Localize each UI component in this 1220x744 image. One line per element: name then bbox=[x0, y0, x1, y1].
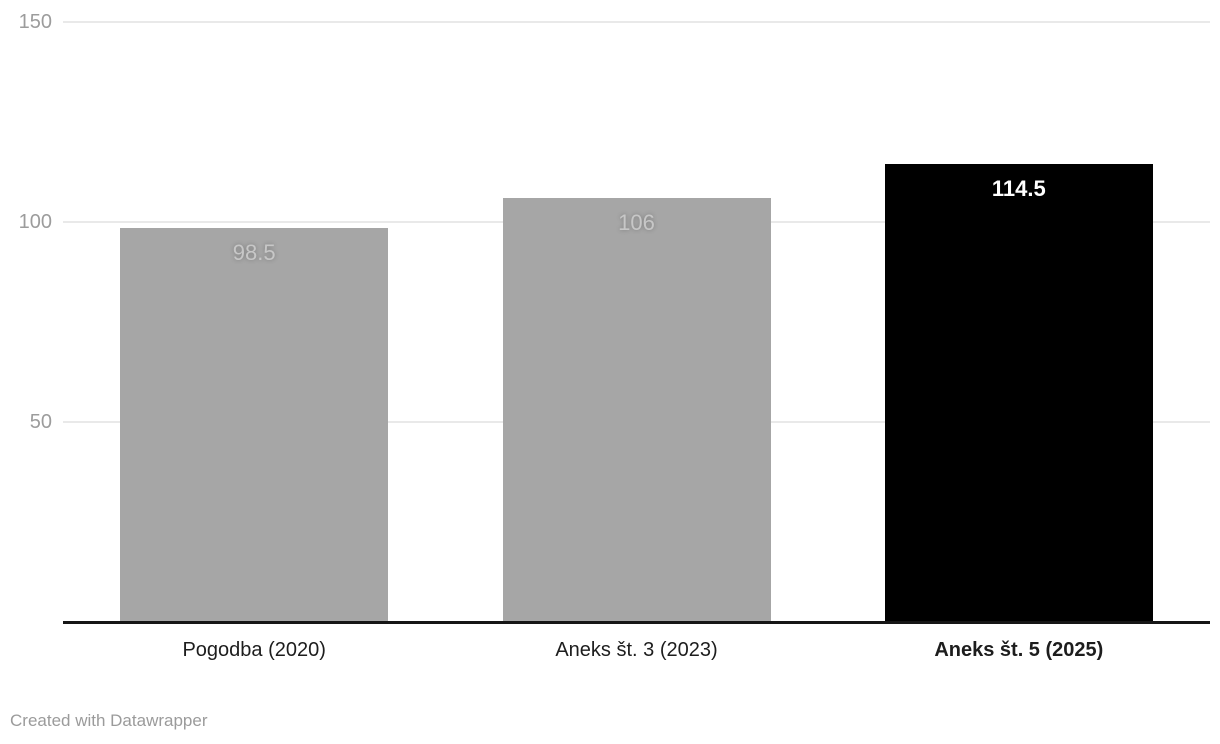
bar-2: 106 bbox=[502, 198, 771, 622]
category-label: Aneks št. 5 (2025) bbox=[934, 639, 1104, 661]
x-axis-line bbox=[63, 621, 1210, 624]
y-axis-tick-label: 100 bbox=[18, 211, 52, 233]
bar-value-label: 106 bbox=[618, 210, 655, 235]
bar-3: 114.5 bbox=[884, 164, 1153, 622]
category-label: Aneks št. 3 (2023) bbox=[555, 639, 718, 661]
gridline-y150 bbox=[63, 21, 1210, 23]
category-label: Pogodba (2020) bbox=[182, 639, 326, 661]
y-axis-tick-label: 50 bbox=[29, 411, 52, 433]
plot-area: 50 100 150 98.5 106 114.5 bbox=[19, 0, 1210, 622]
bar-value-label: 114.5 bbox=[991, 176, 1046, 201]
bar-1: 98.5 bbox=[120, 228, 389, 622]
y-axis-tick-label: 150 bbox=[18, 11, 52, 33]
datawrapper-credit-link[interactable]: Created with Datawrapper bbox=[10, 711, 208, 730]
bar-value-label: 98.5 bbox=[232, 240, 276, 265]
